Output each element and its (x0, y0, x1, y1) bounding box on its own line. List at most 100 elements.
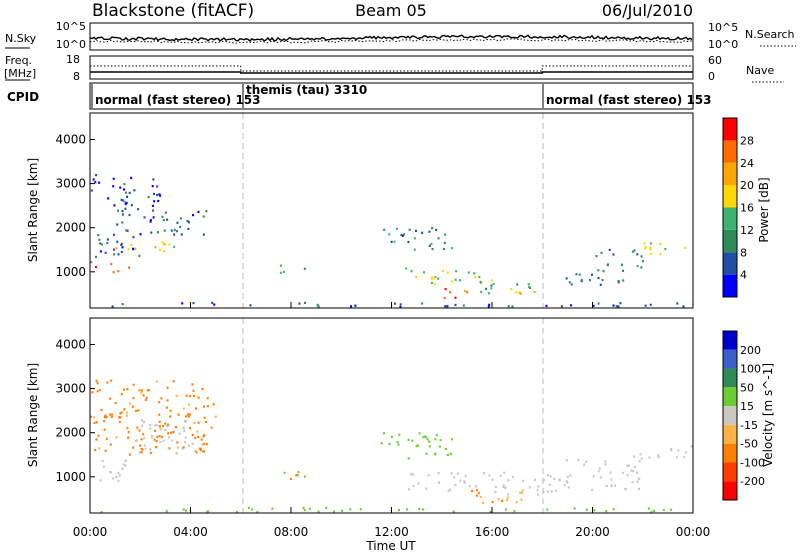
scatter-cell (610, 478, 613, 481)
scatter-cell (132, 446, 135, 449)
scatter-cell (119, 412, 122, 415)
x-tick-label: 00:00 (676, 525, 711, 539)
scatter-cell (438, 481, 440, 484)
scatter-cell (180, 217, 182, 220)
scatter-cell (143, 444, 146, 447)
scatter-cell (487, 292, 490, 295)
scatter-cell (417, 482, 420, 485)
scatter-cell (100, 243, 103, 246)
scatter-cell (573, 507, 576, 510)
scatter-cell (467, 271, 470, 274)
scatter-cell (537, 485, 540, 488)
scatter-cell (149, 451, 152, 454)
scatter-cell (137, 409, 140, 412)
scatter-cell (491, 478, 494, 481)
scatter-cell (154, 429, 157, 432)
scatter-cell (109, 397, 112, 400)
scatter-cell (99, 250, 102, 253)
scatter-cell (178, 432, 181, 435)
scatter-cell (507, 479, 510, 482)
scatter-cell (159, 248, 162, 251)
scatter-cell (437, 472, 440, 475)
colorbar-swatch (723, 185, 737, 208)
scatter-cell (521, 489, 524, 492)
colorbar-swatch (723, 443, 737, 463)
scatter-cell (558, 479, 561, 482)
scatter-cell (615, 305, 618, 308)
scatter-cell (644, 247, 647, 250)
scatter-cell (158, 435, 161, 438)
scatter-cell (124, 201, 127, 204)
scatter-cell (123, 183, 126, 186)
scatter-cell (549, 475, 552, 478)
scatter-cell (128, 191, 131, 194)
scatter-cell (126, 229, 129, 232)
scatter-cell (121, 209, 124, 213)
scatter-cell (303, 475, 306, 478)
scatter-cell (154, 424, 157, 427)
scatter-cell (499, 474, 502, 477)
colorbar-swatch (723, 481, 737, 500)
scatter-cell (153, 192, 155, 195)
scatter-cell (589, 278, 591, 282)
scatter-cell (450, 472, 453, 475)
scatter-cell (121, 467, 124, 470)
scatter-cell (125, 414, 128, 417)
scatter-cell (206, 510, 209, 513)
scatter-cell (187, 415, 190, 418)
scatter-cell (502, 485, 505, 489)
scatter-cell (156, 193, 159, 197)
scatter-cell (164, 422, 167, 425)
scatter-cell (116, 240, 119, 243)
scatter-cell (176, 446, 179, 449)
scatter-cell (405, 267, 408, 270)
scatter-cell (677, 449, 680, 452)
y-tick-label: 2000 (55, 221, 86, 235)
scatter-cell (428, 445, 431, 448)
scatter-cell (636, 480, 639, 483)
scatter-cell (521, 479, 524, 482)
scatter-cell (138, 429, 141, 432)
scatter-cell (177, 413, 180, 416)
colorbar-tick-label: 8 (740, 246, 747, 259)
scatter-cell (192, 214, 194, 217)
freq-panel: Freq. [MHz] 18 8 60 0 Nave (4, 53, 784, 83)
scatter-cell (395, 227, 398, 230)
scatter-cell (187, 403, 190, 406)
scatter-cell (95, 438, 98, 441)
scatter-cell (458, 279, 461, 282)
scatter-cell (477, 492, 480, 495)
scatter-cell (503, 471, 506, 474)
scatter-cell (111, 305, 114, 308)
scatter-cell (604, 460, 607, 463)
scatter-cell (393, 240, 396, 243)
scatter-cell (494, 490, 497, 494)
scatter-cell (380, 442, 383, 445)
scatter-cell (140, 447, 143, 451)
scatter-cell (169, 431, 172, 434)
scatter-cell (488, 303, 491, 306)
scatter-cell (95, 379, 98, 382)
colorbar-swatch (723, 118, 737, 141)
scatter-cell (158, 413, 161, 416)
scatter-cell (630, 469, 633, 472)
scatter-cell (577, 459, 580, 462)
scatter-cell (132, 248, 134, 251)
scatter-cell (317, 510, 320, 513)
scatter-cell (592, 475, 595, 478)
scatter-cell (128, 402, 131, 405)
scatter-cell (413, 237, 416, 240)
scatter-cell (507, 493, 509, 496)
scatter-cell (200, 448, 202, 452)
scatter-cell (516, 283, 519, 286)
scatter-cell (632, 250, 635, 253)
scatter-cell (130, 204, 133, 207)
scatter-cell (192, 394, 195, 398)
scatter-cell (444, 233, 447, 236)
scatter-cell (151, 436, 154, 439)
scatter-cell (214, 415, 217, 418)
scatter-cell (566, 475, 569, 478)
scatter-cell (167, 423, 170, 426)
scatter-cell (479, 281, 482, 284)
scatter-cell (175, 452, 178, 455)
